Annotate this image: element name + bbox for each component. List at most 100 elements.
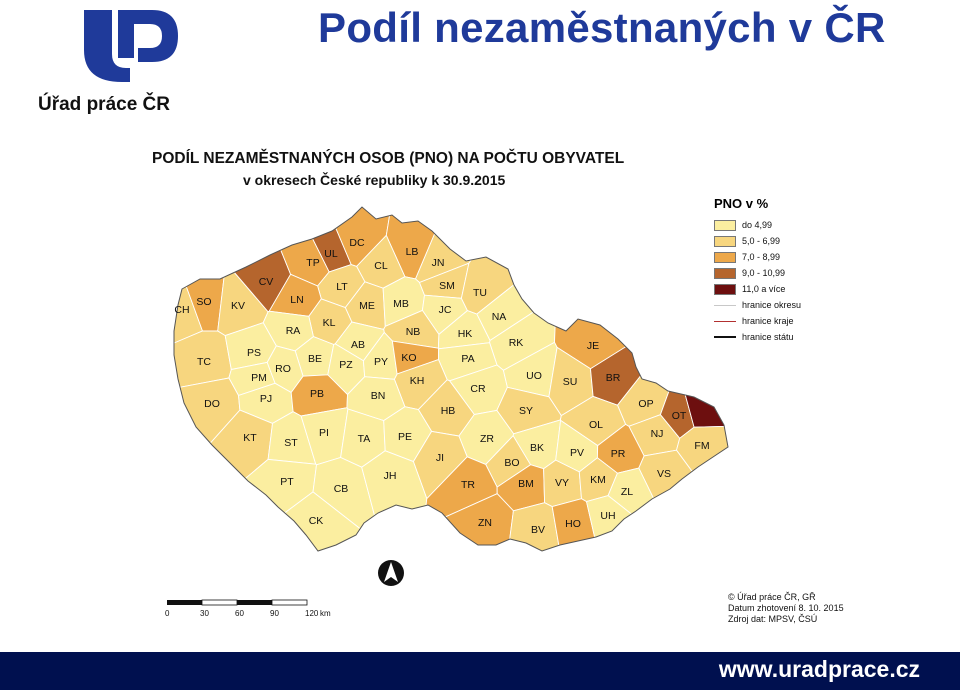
district-label: RK (509, 337, 524, 349)
district-label: KL (323, 317, 336, 329)
district-label: KH (410, 375, 425, 387)
district-label: PM (251, 372, 267, 384)
district-label: CL (374, 260, 388, 272)
district-label: CH (174, 304, 189, 316)
district-label: NJ (651, 428, 664, 440)
district-label: UH (600, 510, 615, 522)
legend-swatch (714, 219, 736, 231)
district-label: UO (526, 370, 542, 382)
district-label: UL (324, 248, 338, 260)
district-label: BM (518, 478, 534, 490)
district-label: PA (461, 353, 474, 365)
legend-line-swatch (714, 304, 736, 306)
slide-title: Podíl nezaměstnaných v ČR (318, 4, 886, 51)
legend-class-item: 5,0 - 6,99 (714, 233, 854, 249)
czech-district-map: CH SO KV CV TP UL DC LB JN CL LT LN ME MB SM JC TU NA KL RA… (173, 206, 729, 552)
district-ch (174, 207, 204, 354)
legend-class-item: 9,0 - 10,99 (714, 265, 854, 281)
district-label: ZN (478, 517, 492, 529)
district-label: LN (290, 294, 303, 306)
north-arrow-icon (378, 560, 404, 586)
district-label: BK (530, 442, 544, 454)
legend-title: PNO v % (714, 196, 769, 211)
map-subtitle: v okresech České republiky k 30.9.2015 (243, 172, 506, 188)
district-label: VS (657, 468, 671, 480)
district-label: TA (358, 433, 371, 445)
legend-line-item: hranice státu (714, 329, 854, 345)
district-label: PZ (339, 359, 353, 371)
scale-unit-label: km (320, 609, 331, 618)
district-label: TR (461, 479, 475, 491)
district-label: PV (570, 447, 584, 459)
scale-tick-label: 60 (235, 609, 244, 618)
footer-bar: www.uradprace.cz (0, 652, 960, 690)
district-label: PT (280, 476, 294, 488)
district-label: BO (504, 457, 519, 469)
district-label: HB (441, 405, 456, 417)
district-label: SO (196, 296, 211, 308)
map-legend: PNO v % do 4,99 5,0 - 6,99 7,0 - 8,99 9,0 -… (714, 196, 854, 345)
district-label: HK (458, 328, 473, 340)
district-label: BV (531, 524, 545, 536)
district-label: CR (470, 383, 486, 395)
legend-line-swatch (714, 320, 736, 322)
legend-label: hranice okresu (742, 300, 802, 310)
district-label: BN (371, 390, 386, 402)
district-label: JC (439, 304, 452, 316)
scale-tick-label: 90 (270, 609, 279, 618)
legend-label: hranice státu (742, 332, 794, 342)
district-label: ST (284, 437, 298, 449)
district-label: JH (384, 470, 397, 482)
district-label: JI (436, 452, 444, 464)
district-label: TC (197, 356, 211, 368)
district-label: LB (406, 246, 419, 258)
district-je (554, 207, 728, 370)
district-label: KO (401, 352, 416, 364)
district-label: SY (519, 405, 533, 417)
state-border (173, 206, 729, 552)
district-label: CK (309, 515, 324, 527)
scale-bar: 0 30 60 90 120 km (160, 598, 340, 625)
district-label: KM (590, 474, 606, 486)
district-label: SU (563, 376, 578, 388)
scale-tick-label: 30 (200, 609, 209, 618)
legend-line-item: hranice okresu (714, 297, 854, 313)
up-logo-icon (84, 10, 178, 82)
legend-swatch (714, 267, 736, 279)
district-label: CV (259, 276, 274, 288)
district-label: RA (286, 325, 301, 337)
district-label: TP (306, 257, 319, 269)
district-label: MB (393, 298, 409, 310)
legend-swatch (714, 283, 736, 295)
district-label: SM (439, 280, 455, 292)
district-label: JE (587, 340, 599, 352)
district-label: ZL (621, 486, 633, 498)
org-logo: Úřad práce ČR (20, 6, 210, 116)
district-label: ZR (480, 433, 494, 445)
district-label: PI (319, 427, 329, 439)
district-label: PE (398, 431, 412, 443)
district-label: PJ (260, 393, 272, 405)
district-label: AB (351, 339, 365, 351)
credit-line: Zdroj dat: MPSV, ČSÚ (728, 614, 818, 624)
legend-label: do 4,99 (742, 220, 773, 230)
legend-swatch (714, 235, 736, 247)
district-label: DO (204, 398, 220, 410)
district-label: VY (555, 477, 569, 489)
map-title: PODÍL NEZAMĚSTNANÝCH OSOB (PNO) NA POČTU… (152, 150, 625, 167)
scale-tick-label: 120 (305, 609, 319, 618)
district-label: LT (336, 281, 348, 293)
legend-line-item: hranice kraje (714, 313, 854, 329)
legend-class-item: 7,0 - 8,99 (714, 249, 854, 265)
district-label: PS (247, 347, 261, 359)
legend-class-item: 11,0 a více (714, 281, 854, 297)
footer-url[interactable]: www.uradprace.cz (718, 656, 920, 682)
district-label: NB (406, 326, 421, 338)
legend-label: hranice kraje (742, 316, 794, 326)
district-label: FM (694, 440, 709, 452)
credit-line: Datum zhotovení 8. 10. 2015 (728, 603, 844, 613)
district-label: PR (611, 448, 626, 460)
district-label: ME (359, 300, 375, 312)
district-label: CB (334, 483, 349, 495)
district-label: NA (492, 311, 507, 323)
